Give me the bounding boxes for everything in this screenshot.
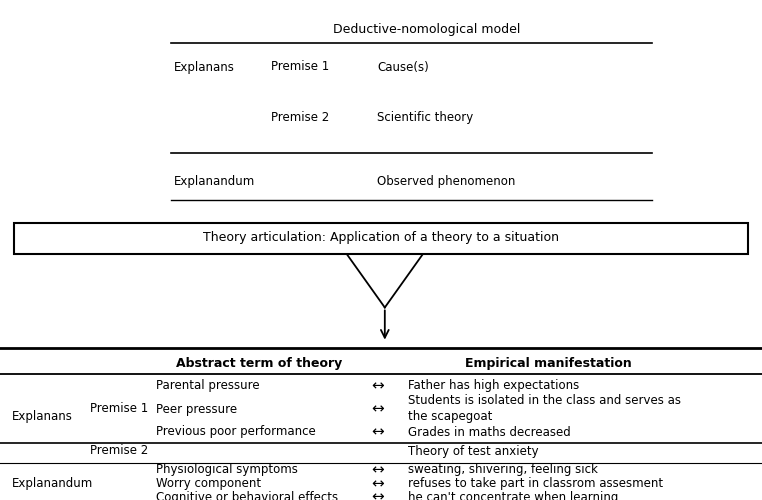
Text: ↔: ↔ [371, 462, 383, 477]
Text: ↔: ↔ [371, 402, 383, 416]
Text: refuses to take part in classrom assesment: refuses to take part in classrom assesme… [408, 477, 663, 490]
Text: Cognitive or behavioral effects: Cognitive or behavioral effects [156, 490, 338, 500]
Text: Students is isolated in the class and serves as: Students is isolated in the class and se… [408, 394, 680, 406]
Text: Worry component: Worry component [156, 477, 261, 490]
Text: ↔: ↔ [371, 424, 383, 440]
Text: Deductive-nomological model: Deductive-nomological model [333, 22, 520, 36]
Text: Explanandum: Explanandum [174, 176, 255, 188]
Text: Empirical manifestation: Empirical manifestation [466, 358, 632, 370]
Text: Peer pressure: Peer pressure [156, 402, 237, 415]
Text: ↔: ↔ [371, 378, 383, 394]
Text: Theory articulation: Application of a theory to a situation: Theory articulation: Application of a th… [203, 232, 559, 244]
Text: Premise 1: Premise 1 [271, 60, 328, 74]
Text: the scapegoat: the scapegoat [408, 410, 492, 423]
Text: Physiological symptoms: Physiological symptoms [156, 464, 298, 476]
Text: Abstract term of theory: Abstract term of theory [176, 358, 342, 370]
Text: Father has high expectations: Father has high expectations [408, 380, 579, 392]
Text: ↔: ↔ [371, 476, 383, 491]
Text: Premise 1: Premise 1 [90, 402, 148, 415]
Text: Explanans: Explanans [174, 60, 235, 74]
Text: sweating, shivering, feeling sick: sweating, shivering, feeling sick [408, 464, 597, 476]
FancyBboxPatch shape [14, 222, 748, 254]
Text: Premise 2: Premise 2 [90, 444, 148, 458]
Text: Explanans: Explanans [11, 410, 72, 423]
Text: Explanandum: Explanandum [11, 477, 93, 490]
Text: Previous poor performance: Previous poor performance [156, 426, 316, 438]
Text: Observed phenomenon: Observed phenomenon [377, 176, 516, 188]
Text: Cause(s): Cause(s) [377, 60, 429, 74]
Text: Premise 2: Premise 2 [271, 111, 328, 124]
Text: Scientific theory: Scientific theory [377, 111, 473, 124]
Text: Parental pressure: Parental pressure [156, 380, 260, 392]
Text: Theory of test anxiety: Theory of test anxiety [408, 444, 538, 458]
Text: he can't concentrate when learning: he can't concentrate when learning [408, 490, 618, 500]
Text: Grades in maths decreased: Grades in maths decreased [408, 426, 571, 438]
Text: ↔: ↔ [371, 490, 383, 500]
